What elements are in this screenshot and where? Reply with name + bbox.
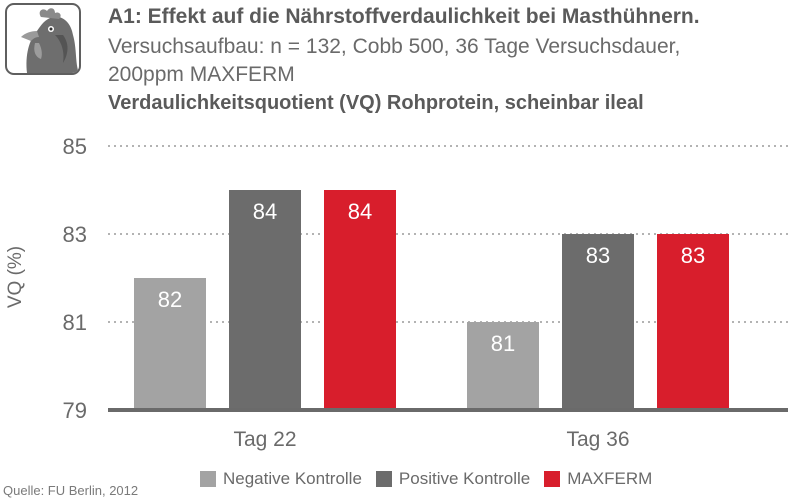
chart-title: A1: Effekt auf die Nährstoffverdaulichke…	[108, 5, 700, 28]
y-tick-label: 81	[63, 310, 87, 335]
bar-value-label: 82	[158, 287, 182, 312]
subtitle-line-1: Versuchsaufbau: n = 132, Cobb 500, 36 Ta…	[108, 35, 681, 58]
y-tick-label: 79	[63, 398, 87, 423]
legend-label-negative: Negative Kontrolle	[223, 469, 362, 488]
x-category-label: Tag 36	[566, 428, 629, 451]
y-tick-label: 83	[63, 222, 87, 247]
subtitle-line-2: 200ppm MAXFERM	[108, 63, 295, 86]
bar	[657, 234, 729, 410]
bar-value-label: 84	[348, 199, 372, 224]
bar	[467, 322, 539, 410]
metric-label: Verdaulichkeitsquotient (VQ) Rohprotein,…	[108, 92, 644, 114]
chicken-logo	[5, 3, 81, 75]
legend-swatch-positive	[375, 471, 392, 487]
y-axis-label: VQ (%)	[5, 246, 26, 308]
y-tick-label: 85	[63, 134, 87, 159]
bar-value-label: 81	[491, 331, 515, 356]
legend-item-maxferm: MAXFERM	[544, 469, 652, 489]
bars	[134, 190, 729, 410]
legend-label-maxferm: MAXFERM	[567, 469, 653, 488]
source-note: Quelle: FU Berlin, 2012	[3, 483, 139, 498]
chicken-head-icon	[21, 8, 79, 73]
bar	[134, 278, 206, 410]
bar	[324, 190, 396, 410]
x-category-labels: Tag 22 Tag 36	[233, 428, 629, 451]
bar-value-label: 84	[253, 199, 277, 224]
legend-swatch-maxferm	[544, 471, 561, 487]
x-category-label: Tag 22	[233, 428, 296, 451]
legend-swatch-negative	[200, 471, 216, 487]
legend-label-positive: Positive Kontrolle	[398, 469, 531, 488]
y-tick-labels: 79 81 83 85	[63, 134, 87, 423]
chart-subtitle: Versuchsaufbau: n = 132, Cobb 500, 36 Ta…	[108, 33, 788, 89]
legend: Negative Kontrolle Positive Kontrolle MA…	[200, 469, 666, 489]
bar	[562, 234, 634, 410]
legend-item-negative: Negative Kontrolle	[200, 469, 362, 489]
bar-value-label: 83	[586, 243, 610, 268]
data-labels: 82 84 84 81 83 83	[158, 199, 705, 356]
legend-item-positive: Positive Kontrolle	[375, 469, 531, 489]
bar	[229, 190, 301, 410]
bar-value-label: 83	[681, 243, 705, 268]
